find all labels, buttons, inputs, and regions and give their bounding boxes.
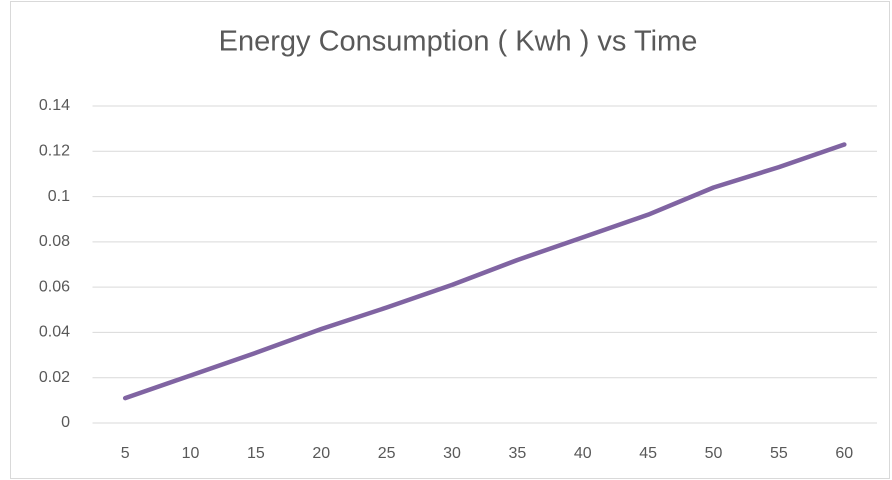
x-tick-label: 40 <box>574 445 592 462</box>
chart-frame <box>10 1 890 479</box>
y-tick-label: 0.08 <box>39 233 70 250</box>
x-tick-label: 25 <box>378 445 396 462</box>
x-tick-label: 15 <box>247 445 265 462</box>
x-tick-label: 10 <box>182 445 200 462</box>
x-tick-label: 55 <box>770 445 788 462</box>
x-tick-label: 5 <box>121 445 130 462</box>
y-tick-label: 0 <box>61 414 70 431</box>
y-tick-label: 0.06 <box>39 278 70 295</box>
y-tick-label: 0.14 <box>39 97 70 114</box>
x-tick-label: 35 <box>509 445 527 462</box>
x-tick-label: 30 <box>443 445 461 462</box>
y-tick-label: 0.12 <box>39 143 70 160</box>
chart-title: Energy Consumption ( Kwh ) vs Time <box>219 26 698 58</box>
data-line <box>122 142 847 401</box>
y-tick-label: 0.1 <box>48 188 70 205</box>
y-tick-label: 0.04 <box>39 324 70 341</box>
y-tick-label: 0.02 <box>39 369 70 386</box>
x-tick-label: 60 <box>835 445 853 462</box>
x-tick-label: 45 <box>639 445 657 462</box>
x-tick-label: 50 <box>705 445 723 462</box>
x-tick-label: 20 <box>312 445 330 462</box>
